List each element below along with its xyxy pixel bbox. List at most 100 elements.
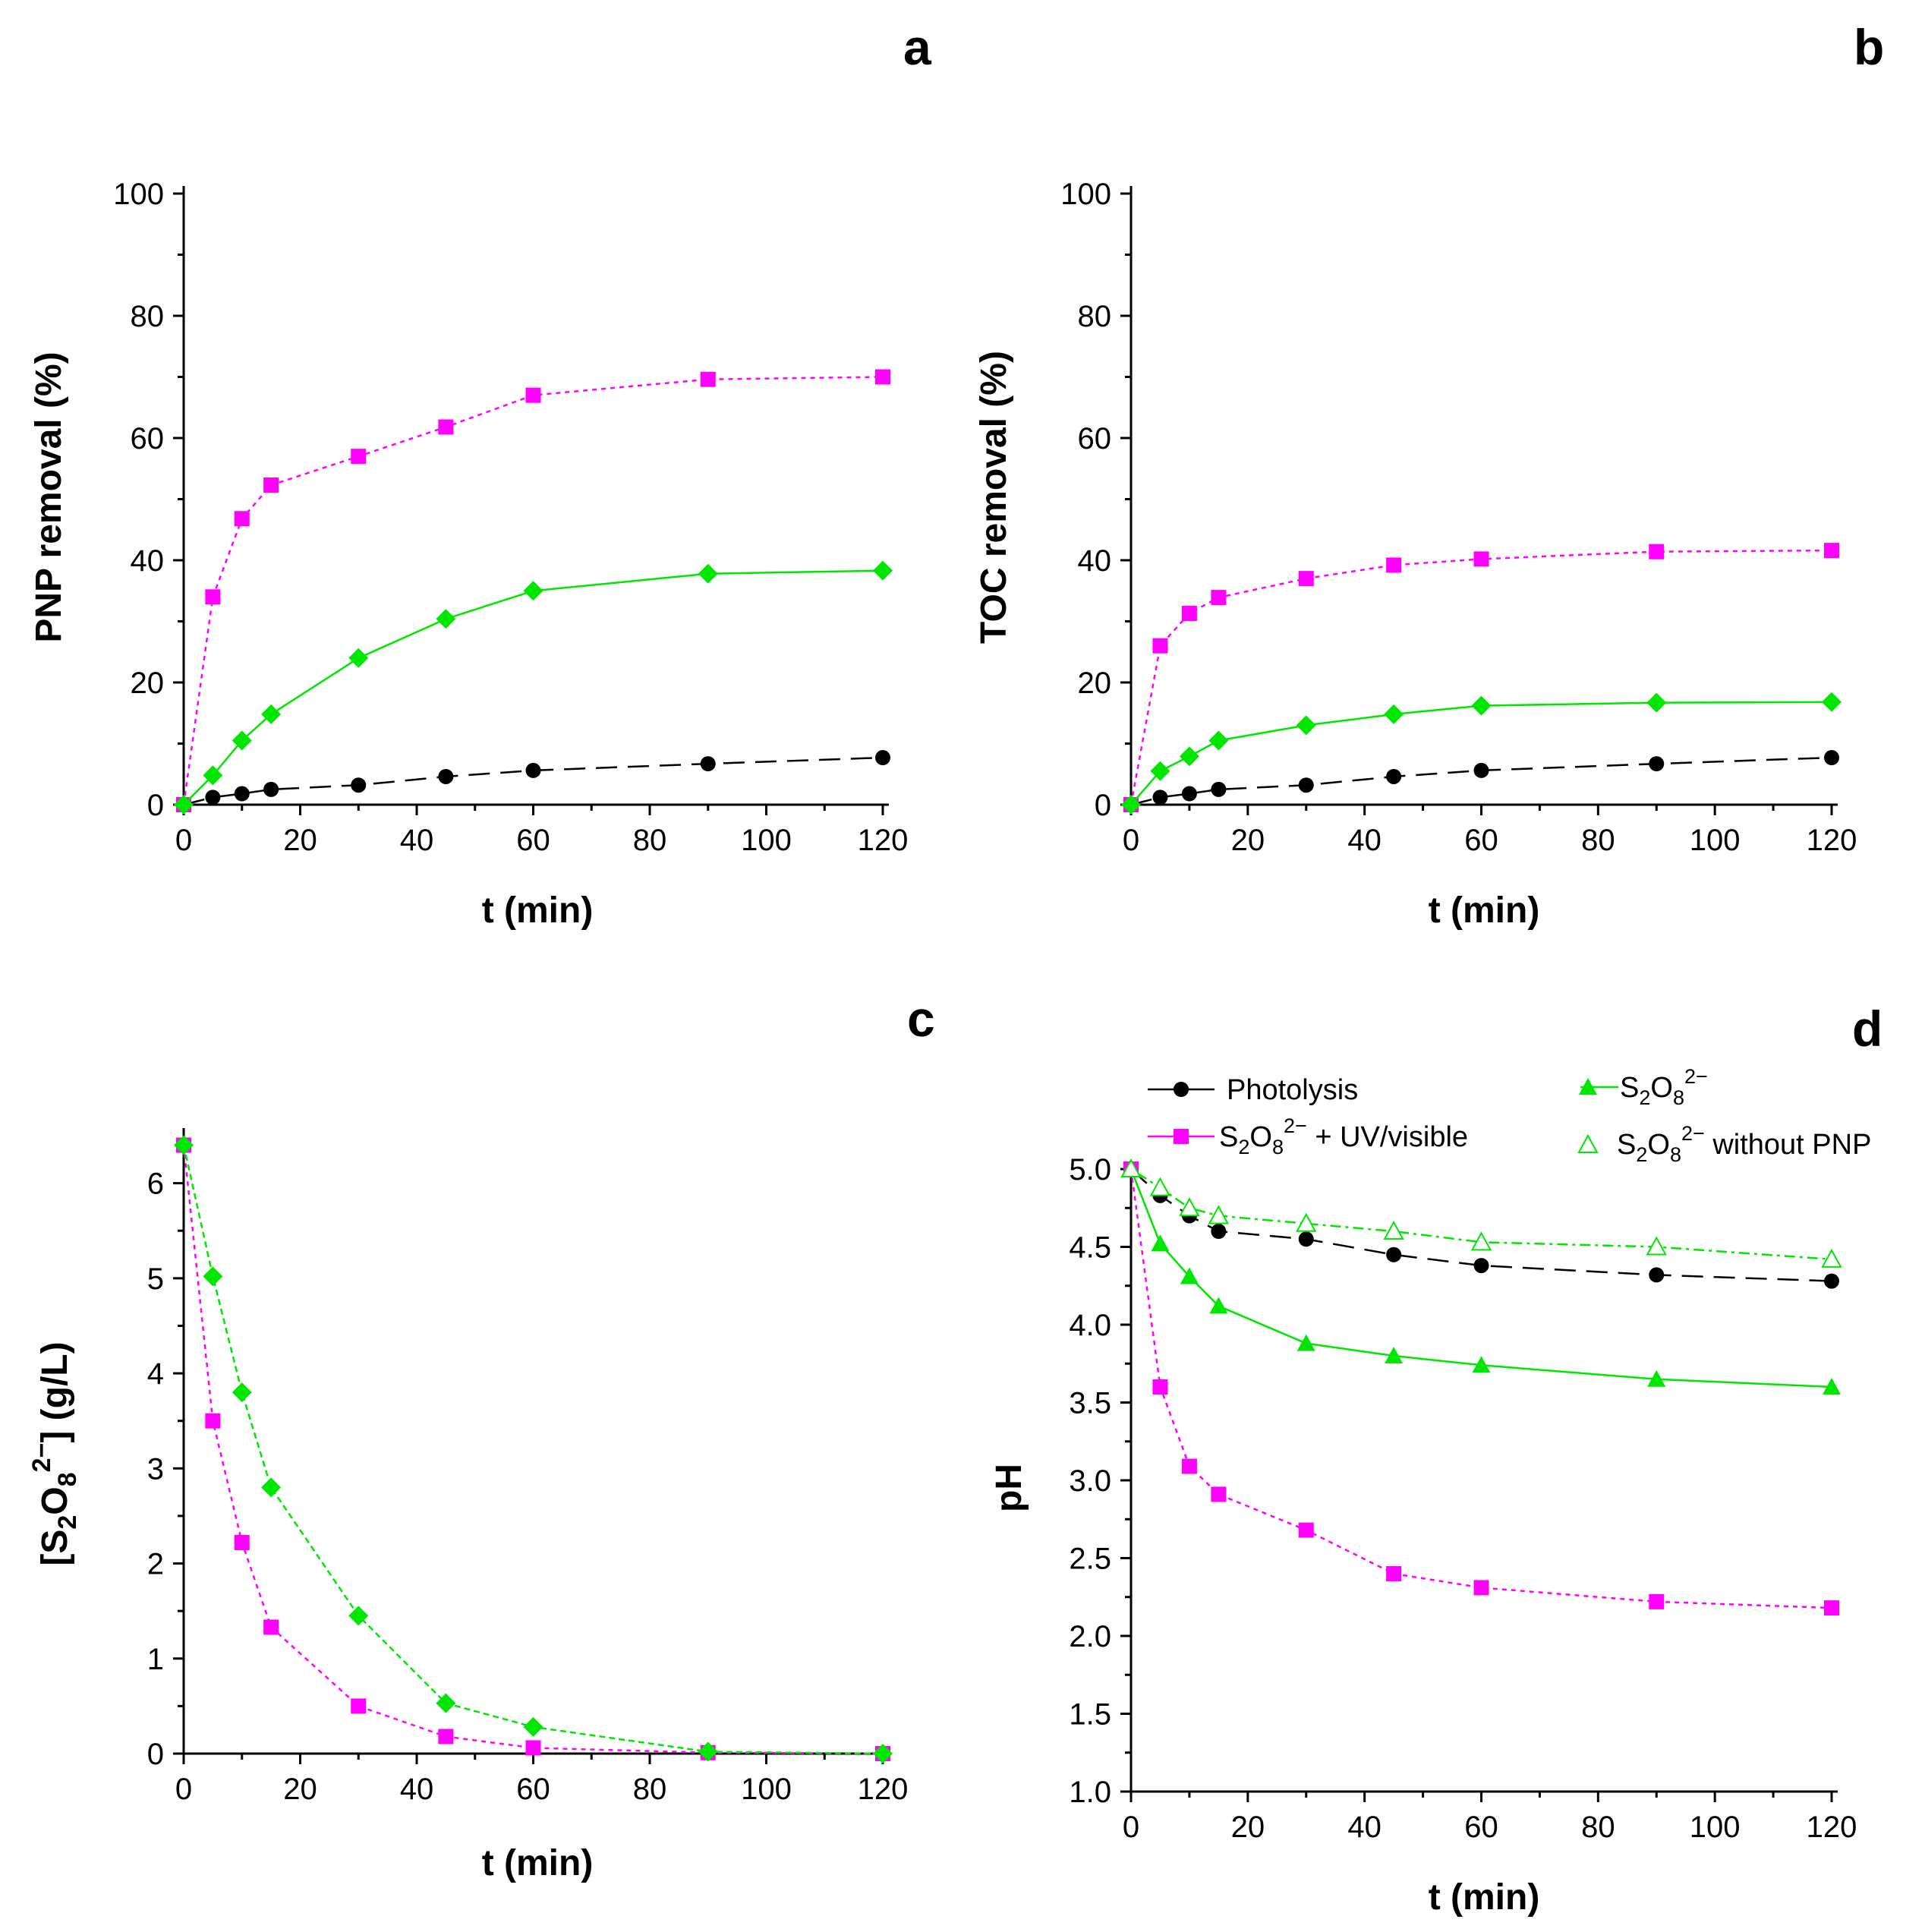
data-point-s2o8-2 <box>873 1744 893 1763</box>
y-axis-title-a: PNP removal (%) <box>29 351 69 642</box>
chart-panel-b: 0 20 40 60 80 100 120 0 20 40 60 80 100 <box>1060 178 1857 857</box>
y-tick-label: 80 <box>1078 300 1112 333</box>
data-point-s2o8-2 <box>203 1266 223 1287</box>
y-tick-label: 60 <box>1078 422 1112 455</box>
data-point-s2o8-2-uv-visible <box>234 1534 250 1550</box>
legend-label-photolysis: Photolysis <box>1227 1074 1358 1106</box>
data-point-photolysis <box>1298 777 1314 793</box>
x-tick-label: 20 <box>1231 1811 1265 1844</box>
x-tick-label: 60 <box>516 824 550 857</box>
legend-marker-persulfate <box>1579 1078 1597 1095</box>
data-point-photolysis <box>351 777 367 793</box>
panel-letter-d: d <box>1852 1001 1882 1057</box>
data-point-s2o8-2-uv-visible <box>1211 590 1227 606</box>
x-tick-label: 0 <box>175 824 192 857</box>
data-point-s2o8-2-uv-visible <box>1386 1566 1402 1581</box>
data-point-s2o8-2-uv-visible <box>1298 571 1314 587</box>
data-point-photolysis <box>525 762 541 778</box>
data-point-s2o8-2 <box>261 1477 282 1498</box>
legend-marker-photolysis <box>1174 1082 1189 1097</box>
x-tick-label: 80 <box>1581 1811 1615 1844</box>
data-point-s2o8-2-uv-visible <box>1211 1486 1227 1502</box>
x-tick-label: 40 <box>400 824 434 857</box>
data-point-photolysis <box>438 768 454 784</box>
x-tick-label: 100 <box>1690 824 1741 857</box>
data-point-s2o8-2-without-pnp <box>1470 1231 1492 1251</box>
x-tick-label: 20 <box>1231 824 1265 857</box>
legend-label-no-pnp: S2O82− without PNP <box>1617 1122 1871 1166</box>
data-point-s2o8-2 <box>1180 1267 1199 1284</box>
data-point-photolysis <box>1386 1247 1402 1262</box>
x-axis-title-d: t (min) <box>1429 1877 1540 1918</box>
y-axis-title-b: TOC removal (%) <box>974 351 1014 644</box>
legend-marker-uv-visible <box>1174 1129 1189 1144</box>
y-tick-label: 5.0 <box>1069 1153 1111 1187</box>
legend-label-persulfate: S2O82− <box>1620 1065 1708 1109</box>
y-tick-label: 40 <box>1078 544 1112 578</box>
legend-item-persulfate: S2O82− <box>1579 1065 1708 1109</box>
data-point-s2o8-2 <box>1471 695 1492 716</box>
data-point-s2o8-2-without-pnp <box>1120 1158 1142 1177</box>
y-tick-label: 100 <box>1060 178 1111 211</box>
data-point-s2o8-2 <box>1647 1369 1666 1387</box>
x-tick-label: 120 <box>858 824 909 857</box>
data-point-photolysis <box>234 786 250 802</box>
x-tick-label: 60 <box>1464 824 1498 857</box>
data-point-s2o8-2-uv-visible <box>1649 1593 1665 1609</box>
y-tick-label: 1.0 <box>1069 1776 1111 1809</box>
data-point-s2o8-2-uv-visible <box>1152 1379 1168 1395</box>
data-point-s2o8-2 <box>1296 1334 1315 1351</box>
data-point-s2o8-2-uv-visible <box>1181 606 1197 622</box>
data-point-photolysis <box>263 781 279 797</box>
data-point-s2o8-2 <box>1472 1356 1491 1373</box>
y-tick-label: 2.5 <box>1069 1543 1111 1576</box>
x-tick-label: 120 <box>1807 824 1857 857</box>
x-tick-label: 60 <box>1464 1811 1498 1844</box>
data-point-s2o8-2-without-pnp <box>1646 1236 1667 1256</box>
data-point-s2o8-2-without-pnp <box>1383 1220 1404 1240</box>
data-point-photolysis <box>1386 768 1402 784</box>
x-tick-label: 100 <box>1690 1811 1741 1844</box>
data-point-s2o8-2 <box>698 1741 718 1762</box>
data-point-photolysis <box>1298 1231 1314 1247</box>
y-tick-label: 5 <box>147 1262 164 1296</box>
legend-item-uv-visible: S2O82− + UV/visible <box>1148 1114 1468 1158</box>
chart-panel-d: 0 20 40 60 80 100 120 1.0 1.5 2.0 2.5 3.0 3.5 4.0 4.5 5… <box>1069 1153 1857 1844</box>
x-tick-label: 40 <box>1347 824 1382 857</box>
data-point-s2o8-2 <box>436 609 456 629</box>
x-tick-label: 0 <box>1123 1811 1139 1844</box>
x-tick-label: 20 <box>283 824 317 857</box>
x-axis-title-a: t (min) <box>482 890 594 931</box>
data-point-s2o8-2 <box>348 648 369 668</box>
data-point-s2o8-2 <box>698 563 718 584</box>
x-tick-label: 60 <box>516 1773 550 1806</box>
data-point-s2o8-2-uv-visible <box>234 511 250 527</box>
y-tick-label: 3.0 <box>1069 1464 1111 1498</box>
data-point-s2o8-2-uv-visible <box>1298 1522 1314 1538</box>
data-point-s2o8-2-uv-visible <box>1152 638 1168 654</box>
y-tick-label: 0 <box>1095 789 1111 822</box>
data-point-photolysis <box>205 790 221 805</box>
data-point-s2o8-2-uv-visible <box>1386 557 1402 573</box>
data-point-s2o8-2-without-pnp <box>1821 1248 1842 1268</box>
y-tick-label: 4.5 <box>1069 1231 1111 1265</box>
y-axis-title-c: [S2O82−] (g/L) <box>27 1341 82 1565</box>
y-tick-label: 3.5 <box>1069 1387 1111 1420</box>
data-point-s2o8-2-uv-visible <box>205 1413 221 1429</box>
panel-letter-c: c <box>907 991 935 1047</box>
data-point-photolysis <box>1649 1267 1665 1283</box>
chart-panel-a: 0 20 40 60 80 100 120 0 20 40 60 80 100 <box>113 178 908 857</box>
data-point-s2o8-2-uv-visible <box>205 589 221 605</box>
data-point-s2o8-2-uv-visible <box>525 387 541 403</box>
data-point-s2o8-2 <box>1823 1378 1841 1395</box>
data-point-photolysis <box>1824 1273 1839 1289</box>
data-point-photolysis <box>1211 781 1227 797</box>
data-point-photolysis <box>1152 790 1168 805</box>
chart-panel-c: 0 20 40 60 80 100 120 0 1 2 3 4 5 6 <box>147 1128 908 1806</box>
data-point-s2o8-2-uv-visible <box>1824 543 1839 559</box>
y-tick-label: 60 <box>131 422 165 455</box>
series-line-s2o8-2-without-pnp <box>1130 1168 1832 1261</box>
data-point-s2o8-2 <box>523 581 543 601</box>
data-point-s2o8-2 <box>1208 730 1229 751</box>
x-tick-label: 0 <box>175 1773 192 1806</box>
